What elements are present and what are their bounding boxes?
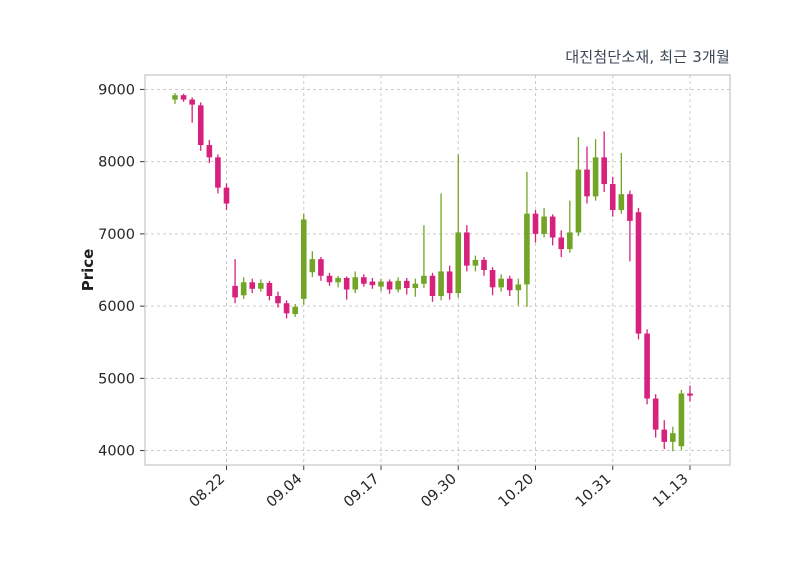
candle-body: [249, 282, 256, 289]
candle-body: [575, 169, 582, 233]
candle-body: [343, 277, 350, 290]
x-tick-label: 11.13: [650, 471, 692, 511]
chart-title: 대진첨단소재, 최근 3개월: [565, 48, 730, 66]
candle-body: [223, 187, 230, 204]
x-tick-label: 09.17: [341, 471, 383, 511]
candle-body: [309, 259, 316, 273]
candle-body: [395, 280, 401, 290]
candle-body: [318, 259, 324, 276]
y-tick-label: 7000: [98, 227, 135, 243]
candle-body: [489, 270, 496, 288]
candle-body: [429, 275, 436, 296]
candle-body: [292, 306, 298, 315]
candle-body: [567, 232, 573, 250]
candle-body: [300, 219, 307, 299]
candle-body: [601, 157, 607, 185]
candle-body: [687, 393, 693, 396]
candle-body: [609, 184, 616, 211]
candle-body: [240, 282, 247, 296]
candle-body: [189, 99, 195, 105]
x-tick-label: 09.30: [418, 471, 460, 511]
candle-body: [438, 271, 444, 296]
candle-body: [515, 284, 522, 291]
y-tick-label: 8000: [98, 155, 135, 171]
x-tick-label: 09.04: [264, 471, 306, 511]
candle-body: [678, 393, 685, 447]
candle-body: [627, 194, 633, 221]
candle-body: [180, 95, 187, 100]
candle-body: [549, 216, 556, 238]
candle-body: [652, 398, 659, 430]
candle-body: [197, 105, 204, 146]
candle-body: [215, 157, 221, 188]
y-tick-label: 4000: [98, 444, 135, 460]
candle-body: [558, 237, 565, 250]
candle-body: [541, 216, 547, 234]
candle-body: [361, 277, 367, 284]
candle-body: [524, 213, 530, 285]
candle-body: [335, 277, 341, 283]
y-tick-label: 5000: [98, 371, 135, 387]
candle-body: [352, 277, 359, 290]
candle-body: [618, 194, 625, 211]
candle-body: [275, 296, 281, 304]
x-tick-label: 10.31: [573, 471, 615, 511]
candle-body: [386, 281, 393, 290]
candle-body: [283, 303, 290, 314]
candle-body: [369, 281, 376, 286]
candle-body: [266, 283, 273, 296]
candle-body: [661, 429, 668, 442]
candle-body: [481, 259, 487, 270]
candle-body: [378, 281, 384, 287]
x-tick-label: 08.22: [187, 471, 229, 511]
candle-body: [472, 259, 479, 266]
y-tick-label: 6000: [98, 299, 135, 315]
candle-body: [326, 275, 333, 283]
candle-body: [206, 145, 213, 158]
candle-body: [258, 283, 264, 289]
candle-body: [232, 285, 238, 298]
candle-body: [592, 157, 599, 197]
candle-body: [532, 213, 539, 234]
candle-body: [455, 232, 462, 294]
x-tick-label: 10.20: [496, 471, 538, 511]
candle-body: [670, 433, 676, 442]
candle-body: [635, 212, 642, 334]
candle-body: [506, 278, 513, 291]
candle-body: [584, 169, 590, 197]
y-tick-label: 9000: [98, 82, 135, 98]
candle-body: [421, 275, 427, 284]
candle-body: [464, 232, 470, 266]
candle-body: [172, 95, 178, 100]
y-axis-label: Price: [79, 248, 97, 292]
candle-body: [644, 333, 650, 399]
candle-body: [446, 271, 453, 294]
candle-body: [498, 278, 504, 288]
candle-body: [403, 280, 410, 289]
plot-border: [144, 74, 731, 466]
candle-body: [412, 283, 419, 289]
